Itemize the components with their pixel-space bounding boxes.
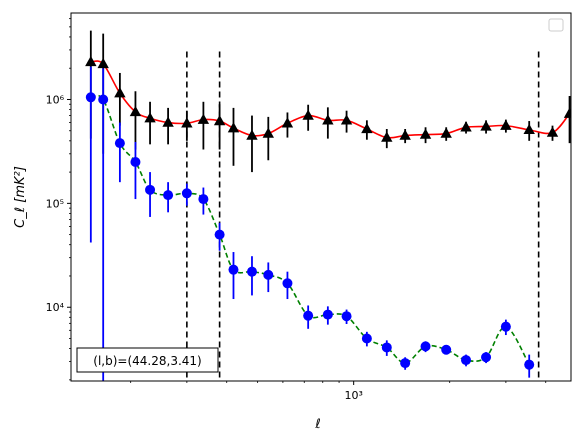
marker-s0-p7 [197, 113, 210, 124]
marker-s0-p13 [302, 109, 314, 120]
marker-s1-p10 [246, 266, 257, 277]
plot-frame [70, 12, 572, 382]
marker-s0-p26 [563, 107, 571, 118]
marker-s1-p4 [145, 184, 156, 195]
marker-s0-p4 [144, 112, 156, 123]
marker-s1-p15 [341, 311, 352, 322]
marker-s1-p7 [198, 194, 209, 205]
y-tick-label-0: 10⁴ [46, 301, 65, 314]
marker-s0-p0 [85, 55, 97, 67]
marker-s1-p11 [263, 269, 274, 280]
marker-s1-p12 [282, 278, 293, 289]
marker-s0-p3 [129, 105, 142, 117]
fit-curves [90, 60, 571, 366]
marker-s0-p12 [281, 117, 294, 128]
marker-s1-p6 [181, 188, 192, 199]
marker-s1-p24 [524, 359, 535, 370]
fit-curve-series-1 [90, 94, 530, 366]
marker-s0-p17 [381, 131, 393, 142]
marker-s0-p5 [162, 116, 174, 127]
marker-s1-p2 [114, 138, 125, 149]
marker-s0-p6 [181, 117, 193, 128]
y-tick-label-2: 10⁶ [46, 93, 65, 106]
x-axis-label: ℓ [314, 417, 320, 432]
marker-s1-p13 [303, 310, 314, 321]
marker-s1-p21 [461, 355, 472, 366]
x-tick-label-0: 10³ [344, 389, 362, 402]
marker-s0-p2 [114, 87, 126, 98]
marker-s1-p9 [228, 264, 239, 275]
marker-s0-p21 [460, 121, 472, 132]
axis-tick-labels: 10³ 10⁴ 10⁵ 10⁶ [46, 93, 363, 402]
marker-s0-p10 [246, 129, 258, 140]
marker-s1-p16 [361, 333, 372, 344]
data-markers [85, 55, 571, 370]
marker-s1-p17 [381, 342, 392, 353]
marker-s0-p22 [480, 120, 492, 131]
marker-s1-p0 [85, 92, 96, 103]
marker-s1-p3 [130, 157, 141, 168]
marker-s1-p1 [98, 94, 109, 105]
marker-s0-p24 [523, 123, 535, 135]
marker-s0-p15 [340, 114, 353, 125]
marker-s0-p9 [227, 122, 240, 133]
marker-s1-p5 [163, 190, 174, 201]
marker-s1-p23 [500, 321, 511, 332]
marker-s0-p14 [322, 114, 334, 125]
annotation-box: (l,b)=(44.28,3.41) [76, 347, 219, 373]
marker-s0-p18 [399, 129, 411, 140]
error-bars [89, 30, 571, 381]
axis-ticks [67, 18, 547, 385]
marker-s1-p8 [214, 229, 225, 240]
legend-box [548, 18, 564, 32]
marker-s0-p16 [361, 122, 373, 134]
y-axis-label: C_ℓ [mK²] [13, 166, 28, 228]
marker-s0-p19 [419, 128, 432, 139]
marker-s1-p19 [420, 341, 431, 352]
marker-s0-p1 [97, 57, 109, 69]
marker-s1-p20 [441, 344, 452, 355]
marker-s1-p22 [481, 352, 492, 363]
marker-s0-p8 [213, 115, 226, 126]
marker-s0-p11 [262, 127, 274, 138]
annotation-text: (l,b)=(44.28,3.41) [93, 354, 201, 368]
marker-s1-p14 [322, 309, 333, 320]
marker-s1-p18 [400, 358, 411, 369]
y-tick-label-1: 10⁵ [46, 197, 64, 210]
marker-s0-p20 [440, 127, 452, 138]
marker-s0-p25 [546, 126, 559, 137]
marker-s0-p23 [500, 119, 512, 130]
vertical-reference-lines [186, 51, 540, 381]
